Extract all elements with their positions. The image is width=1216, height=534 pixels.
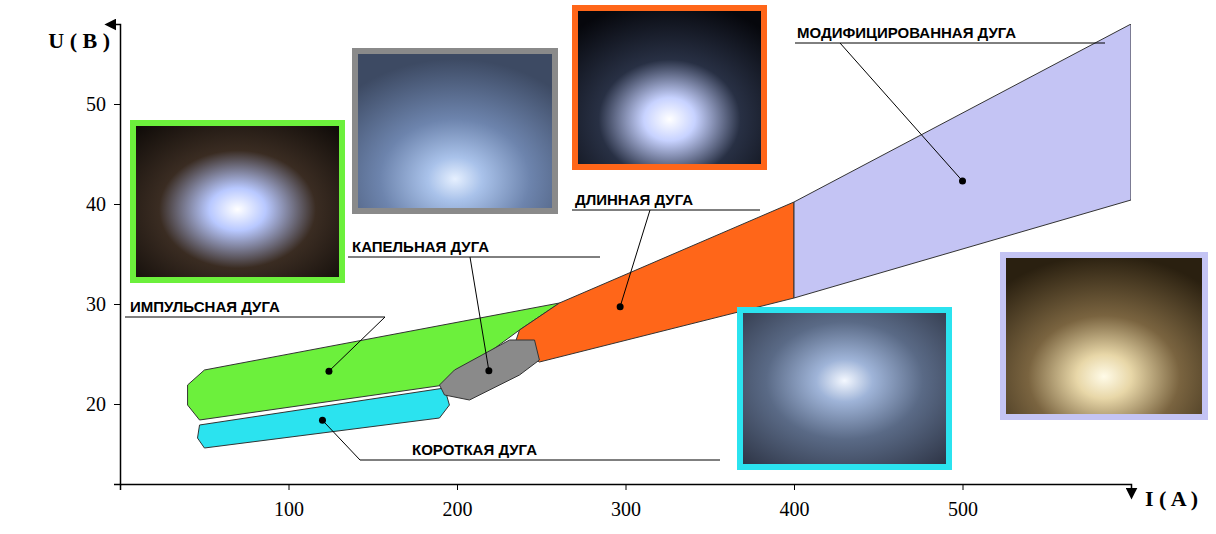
- leader-line: [329, 317, 385, 371]
- x-tick: 500: [948, 484, 978, 520]
- region-label: МОДИФИЦИРОВАННАЯ ДУГА: [797, 24, 1016, 41]
- x-tick: 100: [274, 484, 304, 520]
- photo: [575, 8, 764, 167]
- x-tick-mark: [457, 484, 458, 490]
- y-tick: 50: [86, 93, 120, 115]
- leader-dot: [485, 367, 492, 374]
- leader-dot: [319, 417, 326, 424]
- x-tick-mark: [626, 484, 627, 490]
- leader-dot: [959, 178, 966, 185]
- y-tick-label: 40: [86, 193, 106, 215]
- x-tick-label: 200: [443, 498, 473, 520]
- photo: [740, 310, 949, 467]
- label-underline: [348, 257, 600, 258]
- x-tick: 400: [780, 484, 810, 520]
- y-axis-title: U ( B ): [48, 28, 110, 53]
- photo: [1003, 255, 1205, 417]
- y-tick-label: 30: [86, 293, 106, 315]
- x-tick: 300: [611, 484, 641, 520]
- y-tick: 20: [86, 393, 120, 415]
- y-tick-mark: [114, 104, 120, 105]
- region-label: ИМПУЛЬСНАЯ ДУГА: [130, 298, 280, 315]
- label-underline: [360, 460, 720, 461]
- x-tick-mark: [289, 484, 290, 490]
- region-labels: ИМПУЛЬСНАЯ ДУГА КОРОТКАЯ ДУГА ДЛИННАЯ ДУГА…: [125, 24, 1105, 460]
- x-axis: 100 200 300 400 500: [121, 484, 1132, 520]
- chart: 100 200 300 400 500 20 30 40 50 U ( B ) I ( A ) ИМП…: [0, 0, 1216, 534]
- y-tick-mark: [114, 404, 120, 405]
- y-tick-label: 50: [86, 93, 106, 115]
- x-tick-label: 300: [611, 498, 641, 520]
- x-tick-label: 400: [780, 498, 810, 520]
- region-label: КОРОТКАЯ ДУГА: [412, 441, 537, 458]
- label-underline: [795, 43, 1105, 44]
- x-axis-line: [121, 485, 1132, 491]
- x-tick: 200: [443, 484, 473, 520]
- region: [198, 388, 450, 448]
- label-underline: [125, 317, 385, 318]
- y-axis: 20 30 40 50: [86, 25, 121, 485]
- y-tick-label: 20: [86, 393, 106, 415]
- label-underline: [572, 210, 760, 211]
- leader-dot: [325, 368, 332, 375]
- leader-dot: [617, 303, 624, 310]
- y-tick: 40: [86, 193, 120, 215]
- y-axis-line: [114, 25, 121, 485]
- region: [439, 340, 539, 400]
- x-tick-mark: [963, 484, 964, 490]
- x-tick-label: 500: [948, 498, 978, 520]
- region-label: ДЛИННАЯ ДУГА: [575, 191, 693, 208]
- leader-line: [470, 257, 489, 371]
- photos: [133, 8, 1205, 467]
- photo: [355, 51, 555, 211]
- leader-line: [620, 210, 650, 307]
- photo: [133, 123, 342, 280]
- region-label: КАПЕЛЬНАЯ ДУГА: [352, 238, 489, 255]
- x-tick-mark: [794, 484, 795, 490]
- y-tick-mark: [114, 304, 120, 305]
- x-axis-title: I ( A ): [1145, 486, 1198, 511]
- x-tick-label: 100: [274, 498, 304, 520]
- leader-line: [840, 43, 963, 181]
- y-tick-mark: [114, 204, 120, 205]
- y-tick: 30: [86, 293, 120, 315]
- leader-line: [322, 420, 360, 460]
